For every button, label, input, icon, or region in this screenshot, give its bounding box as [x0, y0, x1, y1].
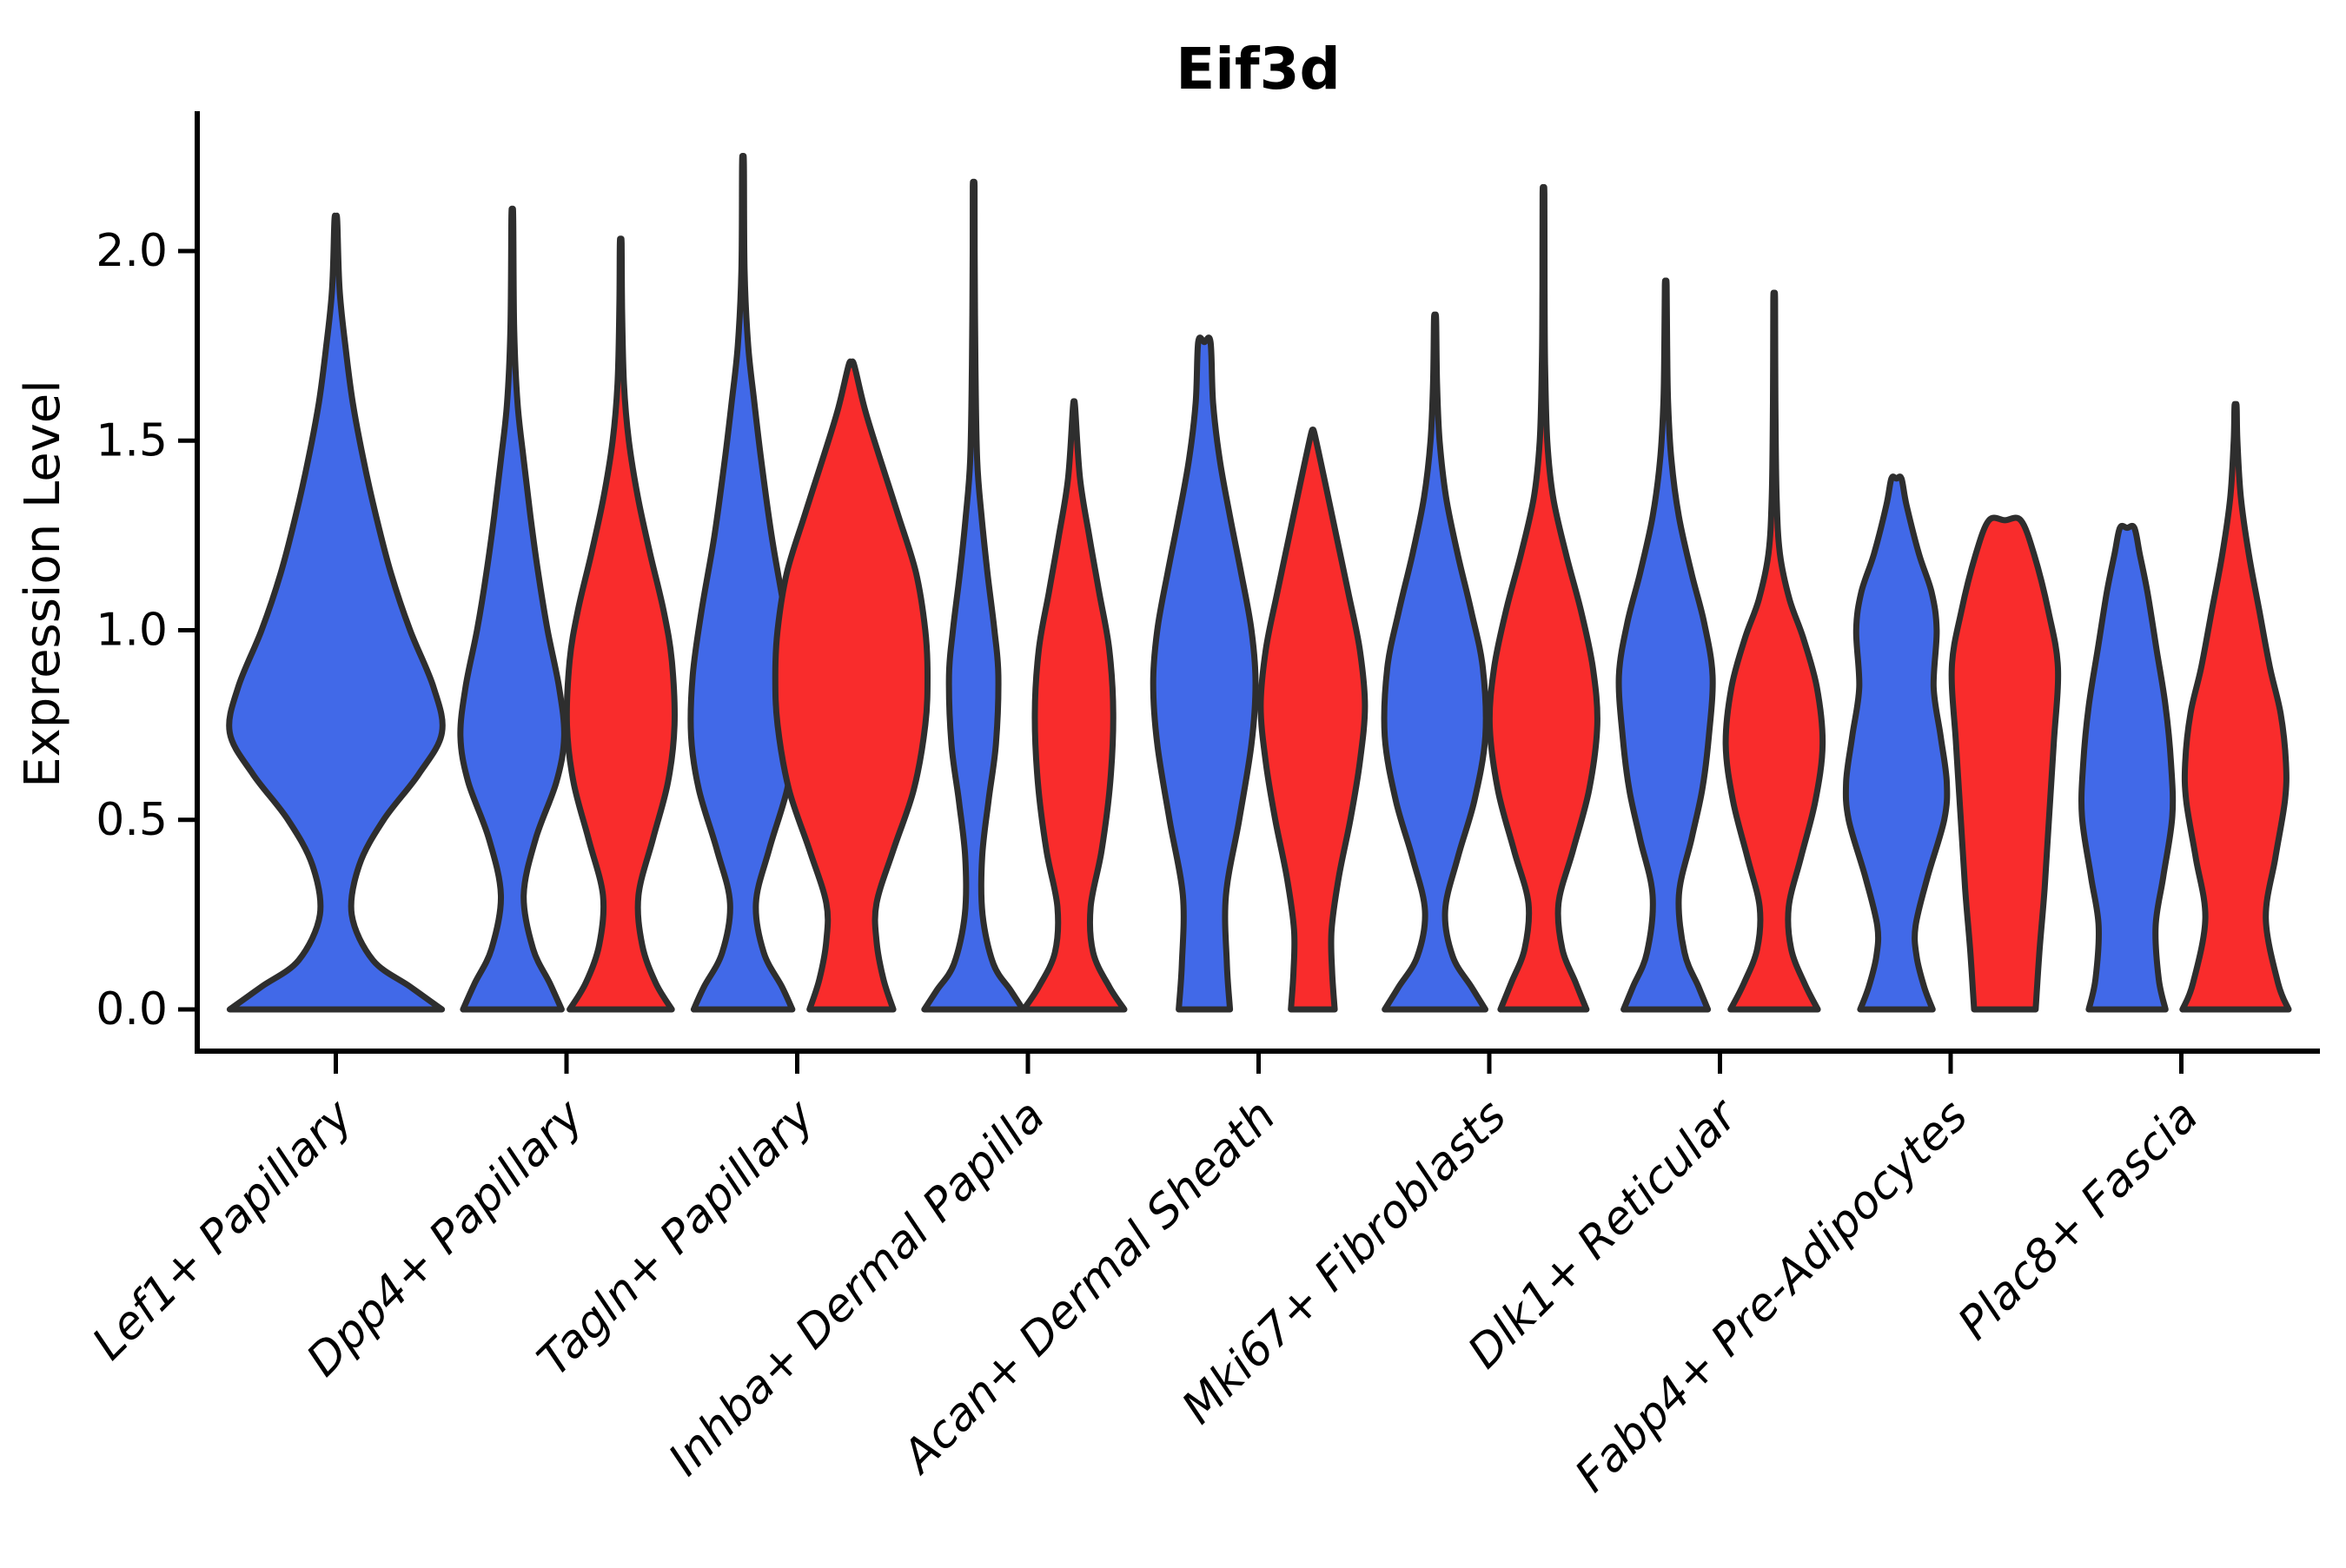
- violin-plac8-fascia-red: [2179, 400, 2292, 1013]
- violin-acan-dermal-sheath-red: [1257, 427, 1368, 1013]
- violin-dlk1-reticular-blue: [1615, 277, 1716, 1013]
- violin-acan-dermal-sheath-blue: [1150, 334, 1259, 1013]
- violin-lef1-papillary-blue: [226, 212, 446, 1013]
- violin-inhba-dermal-papilla-blue: [921, 178, 1026, 1013]
- violin-mki67-fibroblasts-blue: [1381, 311, 1489, 1013]
- y-axis-ticks: 0.0 0.5 1.0 1.5 2.0: [96, 225, 197, 1035]
- y-axis-label: Expression Level: [15, 380, 71, 788]
- y-tick-label: 1.0: [96, 605, 168, 657]
- violin-mki67-fibroblasts-red: [1486, 184, 1600, 1013]
- violin-inhba-dermal-papilla-red: [1020, 398, 1128, 1013]
- violin-dpp4-papillary-blue: [457, 205, 567, 1013]
- y-tick-label: 2.0: [96, 225, 168, 277]
- violins-layer: [226, 153, 2292, 1013]
- violin-fabp4-pre-adipocytes-blue: [1842, 473, 1951, 1013]
- chart-title: Eif3d: [1176, 36, 1341, 103]
- violin-tagln-papillary-red: [772, 358, 931, 1013]
- violin-dlk1-reticular-red: [1722, 289, 1826, 1013]
- violin-dpp4-papillary-red: [563, 235, 678, 1013]
- y-tick-label: 0.5: [96, 794, 168, 846]
- violin-plac8-fascia-blue: [2078, 522, 2177, 1013]
- y-tick-label: 1.5: [96, 414, 168, 466]
- violin-fabp4-pre-adipocytes-red: [1948, 514, 2062, 1013]
- y-tick-label: 0.0: [96, 983, 168, 1035]
